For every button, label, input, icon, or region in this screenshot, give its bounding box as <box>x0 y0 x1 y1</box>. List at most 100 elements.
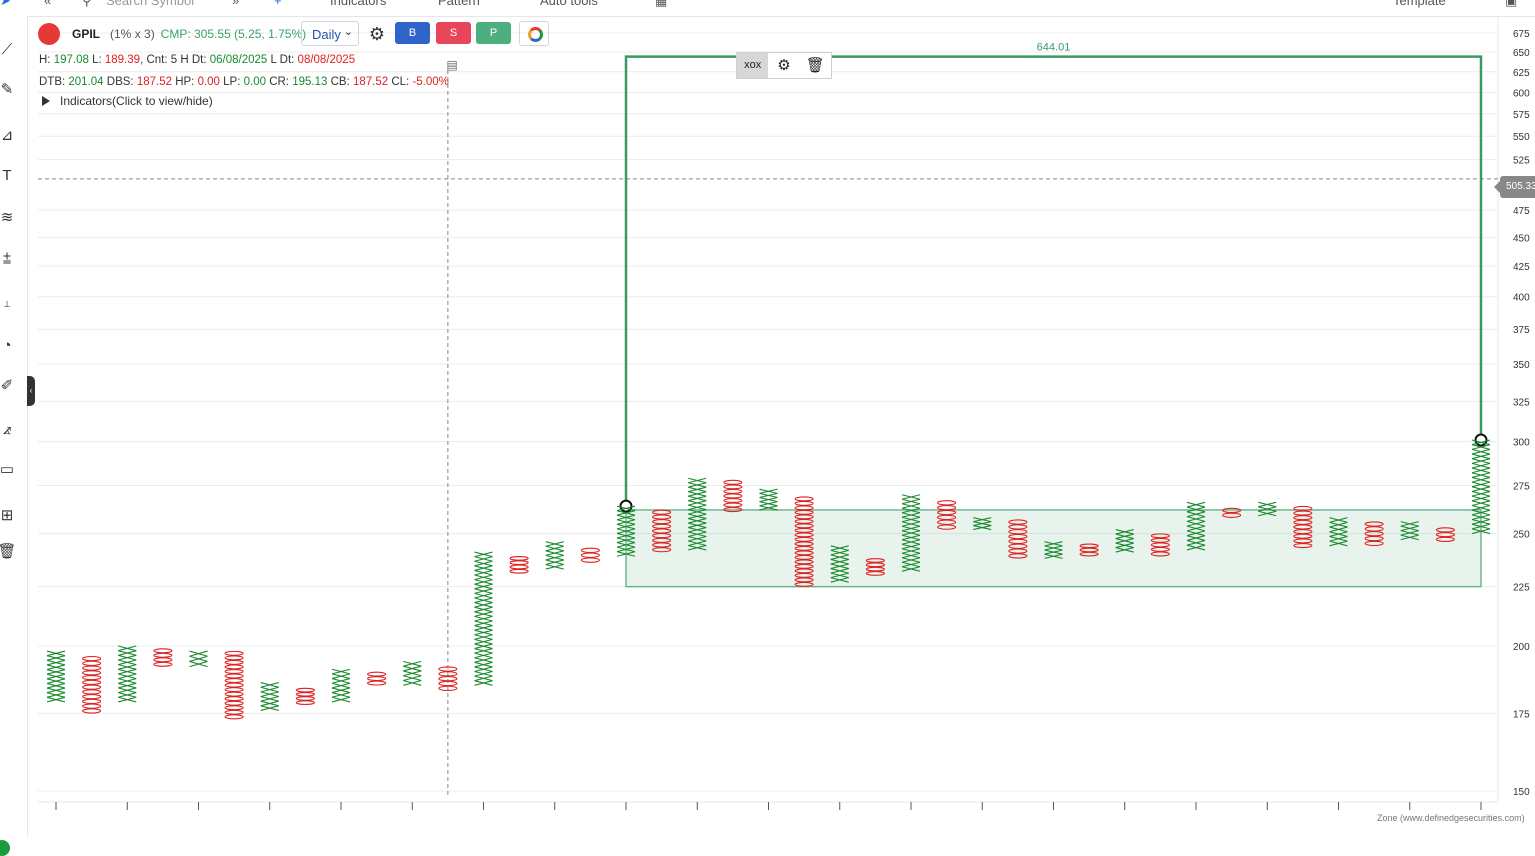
comment-icon[interactable]: ▤ <box>446 58 458 72</box>
pnf-tool-icon[interactable]: xox <box>737 53 769 78</box>
measure-icon[interactable]: ⊥ <box>3 299 11 309</box>
x-box <box>1115 533 1134 540</box>
o-box <box>937 514 957 521</box>
symbol-name[interactable]: GPIL <box>72 27 101 41</box>
timer-icon[interactable]: ◔ <box>2 337 12 354</box>
x-box <box>474 565 493 571</box>
x-box <box>688 486 707 493</box>
projection-icon[interactable]: ⦨ <box>2 421 12 438</box>
pnf-chart[interactable]: 644.01 675 650 625 600 575 550 525 475 450 425 400… <box>0 0 1535 837</box>
fib-retracement-icon[interactable]: ⊿ <box>0 127 14 144</box>
channel-icon[interactable]: ≋ <box>0 209 14 226</box>
x-box <box>901 561 921 568</box>
o-box <box>794 500 814 506</box>
x-box <box>901 503 921 509</box>
o-column <box>652 509 672 553</box>
x-box <box>118 682 137 689</box>
pattern-button[interactable]: Pattern <box>438 0 480 8</box>
x-box <box>260 695 279 702</box>
o-box <box>224 655 244 661</box>
p-button[interactable]: P <box>476 22 511 44</box>
time-axis <box>55 802 1482 810</box>
search-icon[interactable]: ⚲ <box>82 0 92 8</box>
x-box <box>1044 541 1063 547</box>
x-box <box>189 650 208 657</box>
rectangle-icon[interactable]: ▭ <box>0 461 15 478</box>
text-tool-icon[interactable]: T <box>2 167 12 184</box>
x-box <box>474 670 493 677</box>
x-column <box>1471 439 1491 535</box>
o-box <box>224 709 244 715</box>
brush-icon[interactable]: ✎ <box>0 81 14 98</box>
layout-icon[interactable]: ▦ <box>655 0 668 8</box>
x-box <box>474 551 493 558</box>
box-size: (1% x 3) <box>110 27 155 41</box>
auto-tools-button[interactable]: Auto tools <box>540 0 598 8</box>
x-box <box>830 568 849 574</box>
x-box <box>616 528 636 534</box>
x-box <box>1471 476 1491 483</box>
collapse-left-icon[interactable]: « <box>44 0 52 8</box>
search-input[interactable]: Search Symbol <box>106 0 195 8</box>
gann-icon[interactable]: ⩲ <box>2 251 12 268</box>
cursor-icon[interactable]: ➤ <box>0 0 11 8</box>
trendline-icon[interactable]: ⟋ <box>1 41 13 58</box>
o-box <box>1293 542 1313 549</box>
magnet-icon[interactable]: ⊞ <box>0 507 14 524</box>
price-axis: 675 650 625 600 575 550 525 475 450 425 400 375 350 3… <box>1513 29 1530 798</box>
x-box <box>545 545 564 552</box>
x-box <box>118 687 137 694</box>
delete-icon[interactable]: 🗑 <box>805 57 825 74</box>
o-box <box>82 703 102 709</box>
o-box <box>652 514 672 520</box>
o-box <box>82 694 102 700</box>
o-box <box>723 493 743 499</box>
o-box <box>1293 510 1313 516</box>
x-box <box>403 675 422 682</box>
collapse-toolbar-button[interactable]: ‹ <box>27 376 35 406</box>
indicators-button[interactable]: Indicators <box>330 0 387 8</box>
drawing-settings-icon[interactable]: ⚙ <box>777 57 791 74</box>
template-button[interactable]: Template <box>1393 0 1446 8</box>
o-column <box>794 496 814 587</box>
camera-icon[interactable]: ▣ <box>1505 0 1518 8</box>
pencil-icon[interactable]: ✐ <box>0 377 14 394</box>
x-box <box>1258 510 1277 517</box>
sell-button[interactable]: S <box>436 22 471 44</box>
x-box <box>474 574 493 581</box>
x-box <box>1186 539 1206 546</box>
ring-button[interactable] <box>519 21 549 46</box>
x-box <box>688 527 707 533</box>
x-box <box>46 673 66 680</box>
chart-settings-icon[interactable]: ⚙ <box>368 24 386 44</box>
x-box <box>474 592 493 599</box>
timeframe-select[interactable]: Daily ⌄ <box>301 21 359 46</box>
o-column <box>367 671 387 686</box>
o-box <box>1008 553 1028 559</box>
x-box <box>1115 538 1134 544</box>
indicators-toggle[interactable]: Indicators(Click to view/hide) <box>42 94 213 108</box>
o-box <box>224 705 244 711</box>
o-box <box>224 664 244 670</box>
add-symbol-button[interactable]: + <box>274 0 282 8</box>
x-box <box>616 510 636 516</box>
o-box <box>723 488 743 494</box>
x-box <box>1329 531 1348 537</box>
buy-button[interactable]: B <box>395 22 430 44</box>
x-column <box>1400 521 1419 541</box>
chevron-down-icon: ⌄ <box>343 26 353 38</box>
o-box <box>652 528 672 534</box>
x-box <box>260 682 279 688</box>
o-box <box>82 655 102 662</box>
x-box <box>901 525 921 532</box>
o-box <box>224 682 244 688</box>
delete-drawings-icon[interactable]: 🗑 <box>0 543 17 560</box>
expand-right-icon[interactable]: » <box>232 0 240 8</box>
anchor-handle <box>619 499 633 513</box>
x-box <box>46 655 66 661</box>
x-box <box>1329 526 1348 533</box>
o-box <box>224 691 244 697</box>
x-box <box>1471 528 1491 535</box>
o-box <box>723 497 743 504</box>
x-box <box>1186 520 1206 527</box>
